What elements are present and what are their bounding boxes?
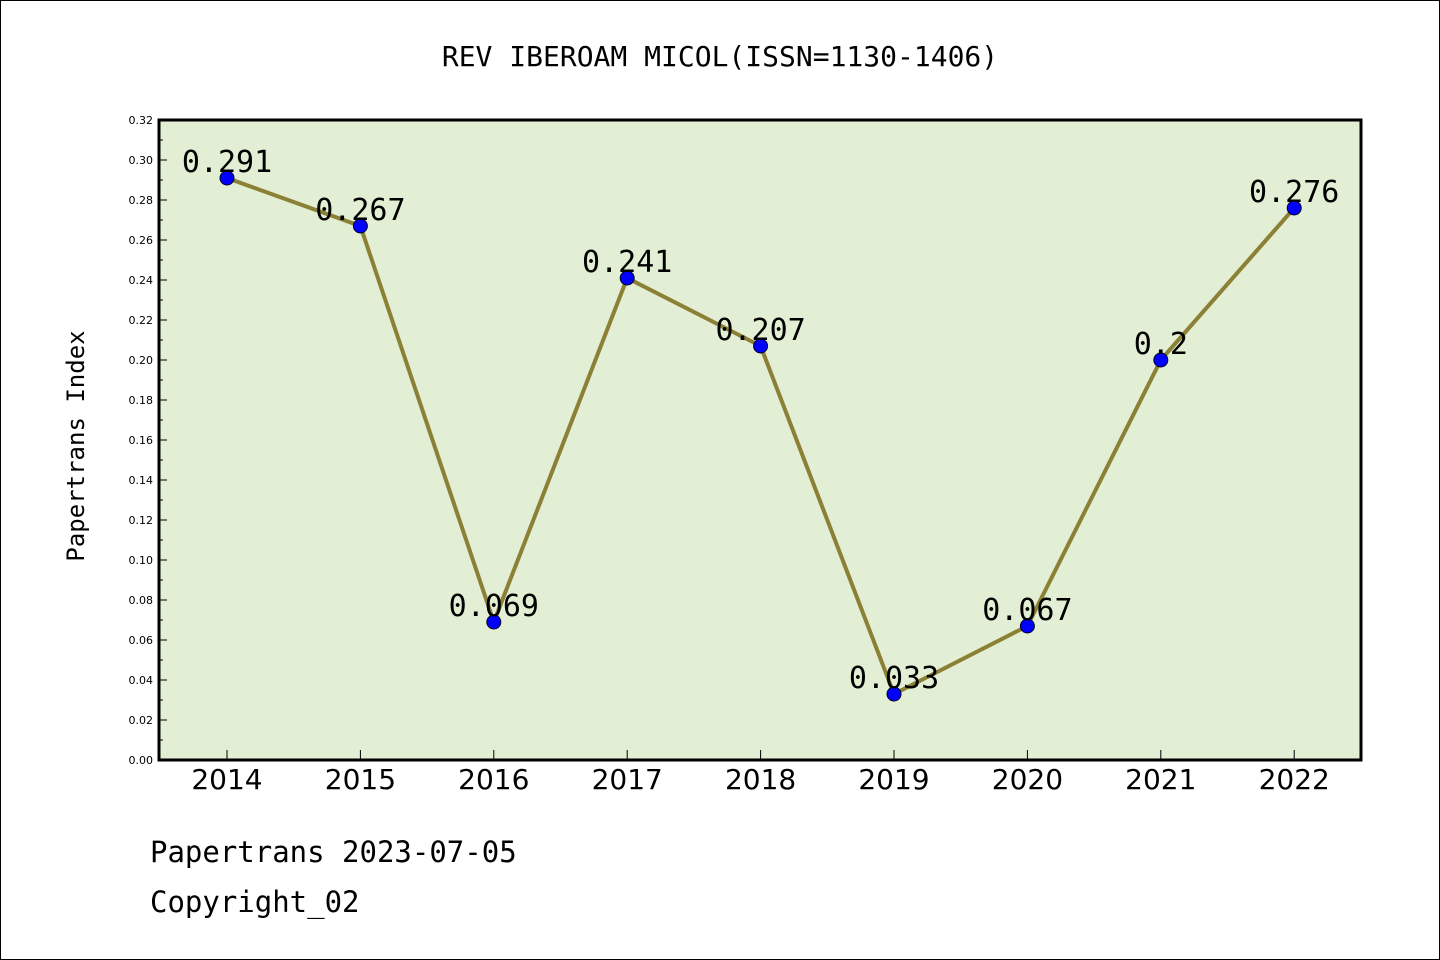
y-tick-label: 0.02 bbox=[129, 714, 154, 727]
data-label: 0.033 bbox=[849, 661, 939, 696]
footer-copyright: Copyright_02 bbox=[150, 885, 360, 919]
x-tick-label: 2018 bbox=[725, 763, 796, 796]
y-tick-label: 0.06 bbox=[129, 634, 154, 647]
y-tick-label: 0.26 bbox=[129, 234, 154, 247]
x-tick-label: 2020 bbox=[992, 763, 1063, 796]
data-point bbox=[1153, 352, 1169, 368]
data-label: 0.2 bbox=[1134, 327, 1188, 362]
y-tick-label: 0.12 bbox=[129, 514, 154, 527]
x-tick-label: 2015 bbox=[325, 763, 396, 796]
y-tick-label: 0.28 bbox=[129, 194, 154, 207]
data-point bbox=[352, 218, 368, 234]
x-tick-label: 2014 bbox=[191, 763, 262, 796]
y-axis-label: Papertrans Index bbox=[62, 330, 90, 561]
x-tick-label: 2017 bbox=[592, 763, 663, 796]
data-label: 0.241 bbox=[582, 245, 672, 280]
data-point bbox=[886, 686, 902, 702]
data-label: 0.069 bbox=[449, 589, 539, 624]
series-line-group bbox=[219, 170, 1302, 702]
y-tick-label: 0.24 bbox=[129, 274, 154, 287]
data-label: 0.267 bbox=[315, 193, 405, 228]
y-tick-label: 0.08 bbox=[129, 594, 154, 607]
x-tick-label: 2016 bbox=[458, 763, 529, 796]
data-point bbox=[619, 270, 635, 286]
data-label: 0.067 bbox=[982, 593, 1072, 628]
data-label: 0.207 bbox=[715, 313, 805, 348]
data-point bbox=[219, 170, 235, 186]
y-tick-label: 0.20 bbox=[129, 354, 154, 367]
footer-date: Papertrans 2023-07-05 bbox=[150, 835, 517, 869]
y-tick-label: 0.04 bbox=[129, 674, 154, 687]
chart-title: REV IBEROAM MICOL(ISSN=1130-1406) bbox=[442, 40, 998, 73]
data-label: 0.276 bbox=[1249, 175, 1339, 210]
data-label: 0.291 bbox=[182, 145, 272, 180]
x-axis: 2014 2015 2016 2017 2018 2019 2020 2021 2022 bbox=[191, 750, 1330, 796]
x-tick-label: 2021 bbox=[1125, 763, 1196, 796]
y-tick-label: 0.22 bbox=[129, 314, 154, 327]
data-point bbox=[753, 338, 769, 354]
data-point bbox=[1286, 200, 1302, 216]
data-point bbox=[486, 614, 502, 630]
x-tick-label: 2019 bbox=[858, 763, 929, 796]
y-axis: 0.00 0.02 0.04 0.06 0.08 0.10 0.12 0.14 0.16 0.18… bbox=[129, 114, 167, 767]
y-tick-label: 0.18 bbox=[129, 394, 154, 407]
data-labels: 0.291 0.267 0.069 0.241 0.207 0.033 0.067 0.2 0.… bbox=[182, 145, 1340, 696]
y-tick-label: 0.32 bbox=[129, 114, 154, 127]
y-tick-label: 0.14 bbox=[129, 474, 154, 487]
plot-border bbox=[157, 118, 1363, 762]
y-tick-label: 0.00 bbox=[129, 754, 154, 767]
y-tick-label: 0.16 bbox=[129, 434, 154, 447]
y-tick-label: 0.10 bbox=[129, 554, 154, 567]
y-tick-label: 0.30 bbox=[129, 154, 154, 167]
x-tick-label: 2022 bbox=[1259, 763, 1330, 796]
data-point bbox=[1019, 618, 1035, 634]
